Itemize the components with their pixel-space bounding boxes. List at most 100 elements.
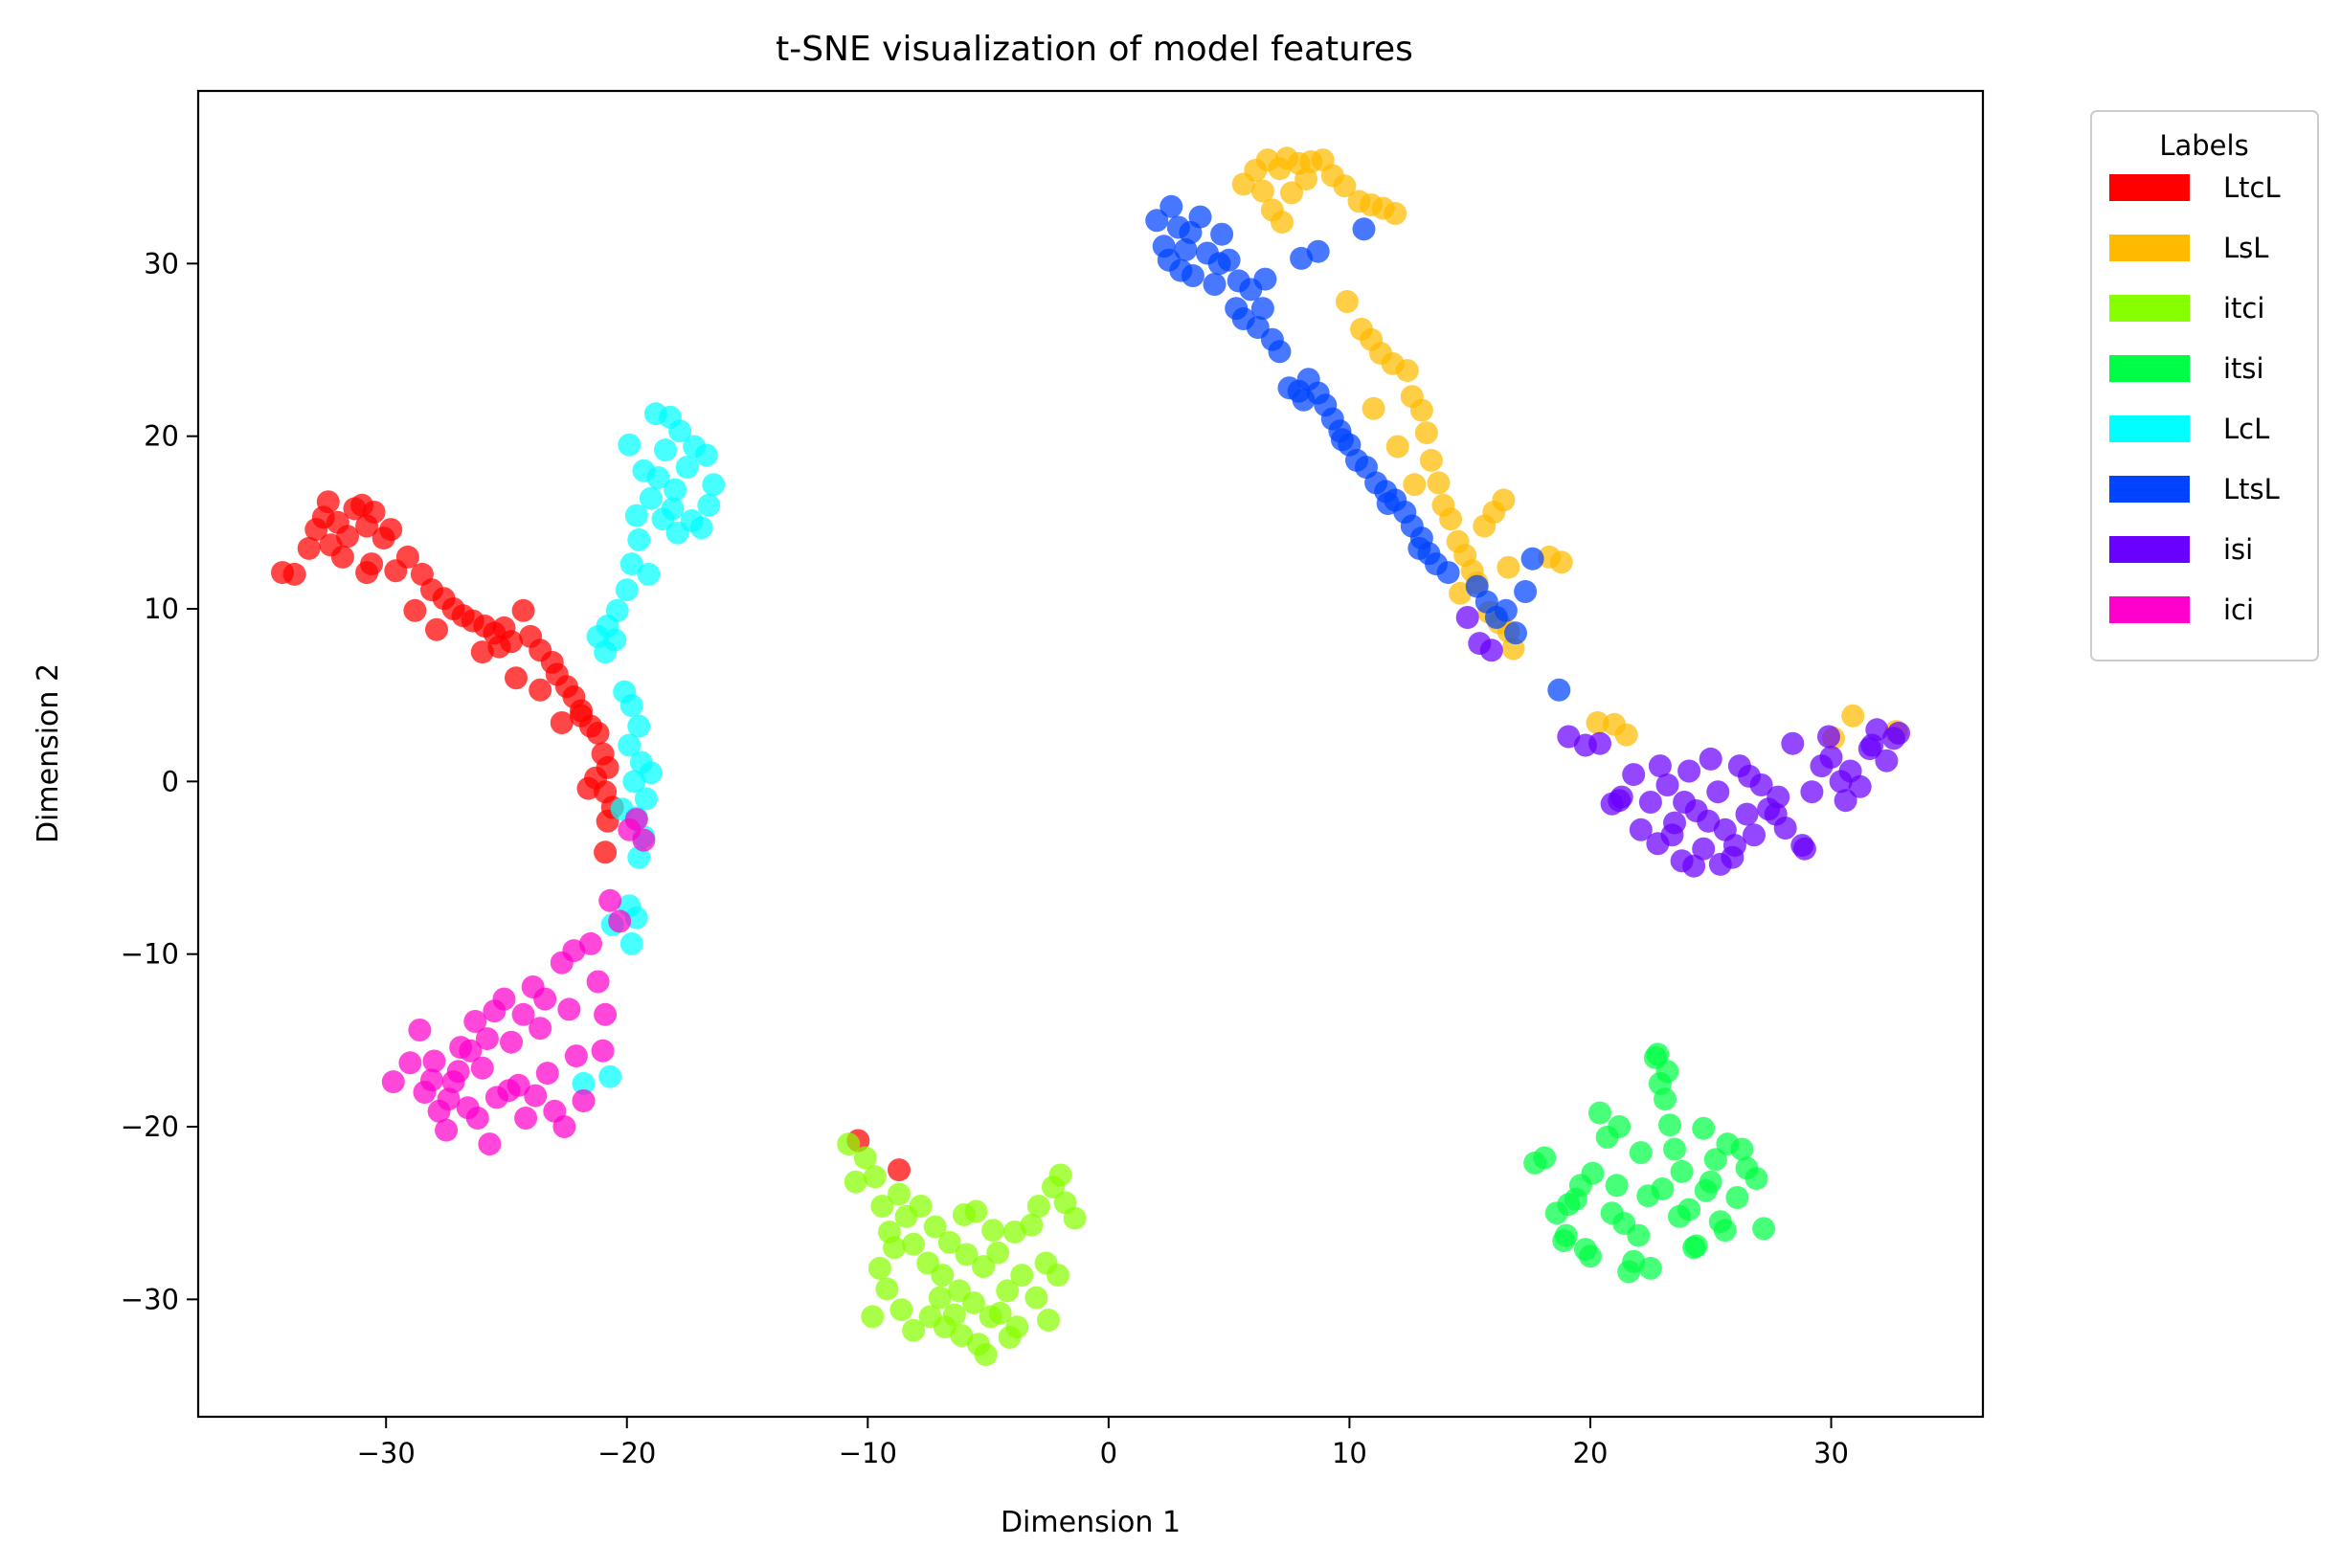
point-itsi-17 [1658,1113,1681,1137]
legend-label-itsi: itsi [2223,352,2264,385]
point-itsi-19 [1670,1159,1694,1183]
legend-swatch-LsL [2109,235,2190,261]
point-LcL-42 [689,516,713,540]
point-ici-11 [470,1056,494,1080]
point-ici-41 [591,1039,615,1063]
point-itci-3 [863,1165,887,1189]
y-tick-label: 0 [162,765,179,797]
legend-label-LtcL: LtcL [2223,171,2281,204]
point-LsL-14 [1250,179,1274,203]
point-itci-42 [883,1236,906,1260]
point-ici-0 [381,1070,405,1094]
point-LcL-19 [615,578,639,602]
point-isi-15 [1699,747,1722,771]
point-isi-46 [1660,823,1684,847]
point-isi-51 [1479,638,1503,662]
point-LtsL-2 [1159,194,1183,218]
point-isi-21 [1743,823,1766,847]
point-LcL-12 [618,433,642,457]
point-ici-35 [446,1060,470,1084]
point-LcL-43 [637,562,661,586]
point-itci-51 [981,1219,1005,1243]
point-LsL-54 [1385,435,1409,459]
scatter-points-layer [271,146,1910,1367]
legend-swatch-itsi [2109,355,2190,382]
point-ici-2 [408,1019,432,1042]
legend-label-isi: isi [2223,533,2253,566]
point-LsL-19 [1335,290,1359,313]
point-itsi-42 [1608,1115,1632,1138]
legend-label-ici: ici [2223,594,2254,626]
point-itsi-22 [1692,1116,1716,1140]
point-LcL-33 [627,845,651,869]
point-LcL-6 [697,493,721,517]
point-LcL-15 [664,478,687,502]
point-LtsL-17 [1268,340,1292,364]
point-LtcL-11 [362,501,386,524]
point-LtcL-42 [576,776,600,800]
point-LsL-24 [1395,359,1419,383]
point-itsi-45 [1703,1148,1727,1172]
point-isi-55 [1860,733,1884,757]
x-tick-label: 20 [1573,1437,1609,1469]
point-isi-48 [1792,837,1816,861]
legend: Labels LtcL LsL itci itsi LcL LtsL isi ici [2090,110,2319,661]
point-isi-5 [1622,763,1646,787]
point-LsL-55 [1403,473,1427,497]
point-LtsL-8 [1203,273,1227,296]
x-tick-label: 30 [1813,1437,1849,1469]
point-LtsL-41 [1504,621,1527,645]
point-ici-17 [514,1107,538,1130]
point-isi-43 [1722,834,1746,858]
point-itsi-35 [1651,1177,1675,1200]
legend-swatch-isi [2109,536,2190,563]
point-LsL-28 [1419,448,1443,472]
point-itci-24 [1026,1195,1050,1218]
y-tick-label: 10 [144,593,179,625]
point-itsi-41 [1655,1060,1679,1084]
point-itsi-33 [1617,1260,1641,1284]
point-ici-25 [572,1089,596,1112]
point-LsL-46 [1549,550,1573,574]
point-ici-37 [483,999,506,1023]
point-ici-46 [437,1087,461,1111]
point-LcL-36 [619,931,643,955]
point-ici-19 [529,1017,552,1041]
point-LtsL-57 [1169,258,1193,282]
x-tick-label: −30 [357,1437,416,1469]
point-LcL-4 [694,443,718,467]
point-itci-29 [1063,1206,1087,1230]
point-LtcL-46 [570,704,593,728]
point-LtcL-49 [487,635,511,659]
y-tick-label: 20 [144,420,179,453]
point-ici-29 [598,888,622,912]
point-ici-27 [586,970,610,994]
point-itci-44 [942,1303,966,1327]
point-LtcL-53 [319,533,343,557]
legend-swatch-itci [2109,295,2190,322]
point-LcL-8 [665,521,689,545]
legend-label-LsL: LsL [2223,232,2268,264]
point-LcL-16 [675,456,699,480]
point-LtsL-51 [1250,297,1274,321]
point-itci-16 [962,1291,985,1314]
point-isi-30 [1819,746,1843,770]
point-LtsL-9 [1210,222,1234,246]
point-itsi-30 [1557,1193,1581,1217]
point-itci-4 [870,1195,894,1218]
point-itsi-9 [1605,1174,1629,1198]
point-isi-16 [1706,780,1730,804]
y-tick-label: 30 [144,247,179,280]
point-itci-22 [1010,1264,1034,1288]
point-itci-48 [861,1305,885,1329]
point-ici-30 [608,909,632,933]
point-LsL-53 [1362,396,1385,420]
point-LtcL-17 [395,545,419,569]
point-isi-38 [1887,721,1910,745]
series-LtcL [271,490,911,1182]
point-itci-11 [923,1215,947,1239]
point-itsi-31 [1579,1244,1602,1268]
point-ici-23 [557,997,581,1021]
y-tick-label: −10 [121,938,179,971]
point-itci-2 [853,1146,877,1170]
